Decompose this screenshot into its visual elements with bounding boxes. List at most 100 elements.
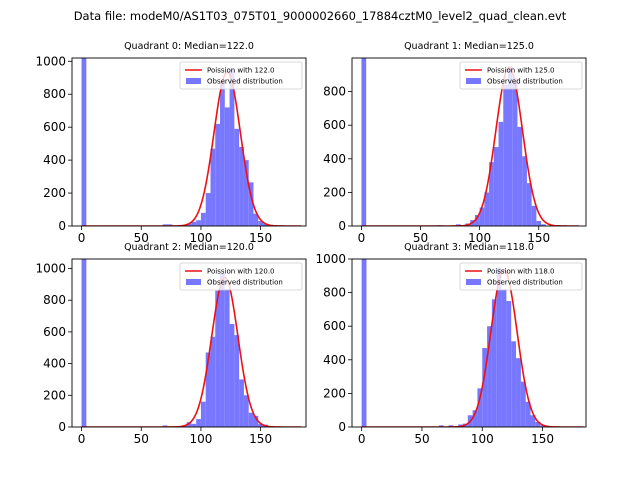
histogram-bar	[200, 212, 206, 226]
histogram-bar	[81, 259, 87, 427]
y-tick-label: 600	[323, 319, 346, 333]
histogram-bar	[243, 160, 249, 226]
histogram-bar	[361, 259, 367, 427]
histogram-bar	[526, 183, 532, 226]
histogram-bar	[482, 348, 488, 427]
histogram-bar	[493, 147, 499, 226]
histogram-bar	[248, 182, 254, 226]
x-tick-label: 0	[78, 432, 86, 446]
histogram-bar	[220, 81, 225, 226]
histogram-bar	[186, 422, 192, 427]
histogram-bar	[525, 401, 531, 427]
x-tick-label: 50	[134, 432, 149, 446]
histogram-bar	[479, 207, 485, 226]
figure-suptitle: Data file: modeM0/AS1T03_075T01_90000026…	[74, 9, 567, 23]
legend: Poission with 122.0 Observed distribution	[179, 61, 303, 90]
subplot-grid: Quadrant 0: Median=122.0 0 50 100 150 0 200 400…	[35, 41, 587, 446]
histogram-bar	[239, 379, 244, 427]
plot-area	[361, 58, 579, 226]
legend: Poission with 118.0 Observed distribution	[459, 262, 583, 291]
x-tick-label: 100	[468, 231, 491, 245]
histogram-bar	[81, 58, 87, 226]
histogram-bar	[210, 148, 216, 226]
histogram-bar	[477, 388, 483, 427]
legend-hist-label: Observed distribution	[207, 279, 283, 287]
y-tick-label: 1000	[35, 54, 66, 68]
legend-hist-label: Observed distribution	[487, 78, 563, 86]
legend-fit-label: Poission with 118.0	[487, 268, 555, 276]
x-tick-label: 100	[189, 231, 212, 245]
histogram-bar	[224, 289, 230, 427]
histogram-bar	[501, 289, 507, 427]
histogram-bar	[191, 221, 197, 226]
histogram-bar	[361, 58, 367, 226]
histogram-bar	[508, 66, 513, 226]
histogram-bar	[540, 425, 545, 427]
axes-frame	[351, 57, 587, 227]
histogram-bar	[536, 220, 542, 226]
y-tick-label: 0	[338, 420, 346, 434]
histogram-bar	[229, 69, 235, 226]
x-tick-label: 0	[358, 231, 366, 245]
x-tick-label: 0	[78, 231, 86, 245]
legend-box	[179, 262, 303, 291]
histogram-bar	[210, 336, 216, 427]
subplot-quadrant-2: Quadrant 2: Median=120.0 0 50 100 150 0 200 400…	[35, 242, 307, 446]
x-tick-label: 150	[527, 231, 550, 245]
histogram-bar	[186, 223, 192, 226]
subplot-title: Quadrant 1: Median=125.0	[404, 41, 534, 52]
legend-box	[459, 61, 583, 90]
histogram-bar	[484, 192, 490, 226]
histogram-bar	[229, 323, 235, 427]
histogram-bar	[205, 352, 211, 427]
legend-fit-label: Poission with 125.0	[487, 67, 555, 75]
x-tick-label: 0	[358, 432, 366, 446]
legend-box	[179, 61, 303, 90]
histogram-bar	[511, 341, 517, 427]
histogram-bar	[496, 267, 502, 427]
poisson-fit-line	[81, 276, 302, 427]
x-tick-label: 50	[414, 432, 429, 446]
subplot-title: Quadrant 0: Median=122.0	[124, 41, 254, 52]
y-tick-label: 600	[323, 118, 346, 132]
histogram-bar	[253, 415, 259, 427]
subplot-title: Quadrant 2: Median=120.0	[124, 242, 254, 253]
histogram-bar	[215, 123, 221, 226]
histogram-bar	[220, 273, 225, 427]
legend-hist-swatch	[466, 279, 481, 285]
histogram-bar	[205, 193, 211, 226]
x-tick-label: 50	[134, 231, 149, 245]
x-tick-label: 150	[531, 432, 554, 446]
histogram-bar	[196, 220, 201, 226]
histogram-bar	[491, 299, 497, 427]
subplot-quadrant-1: Quadrant 1: Median=125.0 0 50 100 150 0 200 400…	[323, 41, 587, 245]
legend: Poission with 125.0 Observed distribution	[459, 61, 583, 90]
axes-frame	[71, 57, 307, 227]
histogram-bar	[438, 425, 444, 427]
legend: Poission with 120.0 Observed distribution	[179, 262, 303, 291]
plot-area	[81, 58, 302, 226]
axes-frame	[351, 258, 587, 428]
x-tick-label: 100	[189, 432, 212, 446]
histogram-bar	[248, 412, 254, 427]
histogram-bar	[196, 419, 201, 427]
histogram-bar	[258, 423, 264, 427]
histogram-bar	[522, 156, 527, 226]
histogram-bar	[498, 121, 504, 226]
histogram-bar	[530, 415, 536, 427]
y-tick-label: 400	[323, 353, 346, 367]
y-tick-label: 1000	[35, 262, 66, 276]
x-tick-label: 50	[413, 231, 428, 245]
legend-box	[459, 262, 583, 291]
y-tick-label: 200	[43, 388, 66, 402]
y-tick-label: 800	[323, 286, 346, 300]
histogram-bar	[162, 224, 168, 226]
y-tick-label: 0	[58, 420, 66, 434]
legend-hist-label: Observed distribution	[487, 279, 563, 287]
subplot-quadrant-3: Quadrant 3: Median=118.0 0 50 100 150 0 200 400…	[315, 242, 587, 446]
y-tick-label: 400	[43, 357, 66, 371]
y-tick-label: 800	[323, 85, 346, 99]
histogram-bar	[503, 84, 508, 226]
x-tick-label: 150	[249, 231, 272, 245]
y-tick-label: 1000	[315, 252, 346, 266]
